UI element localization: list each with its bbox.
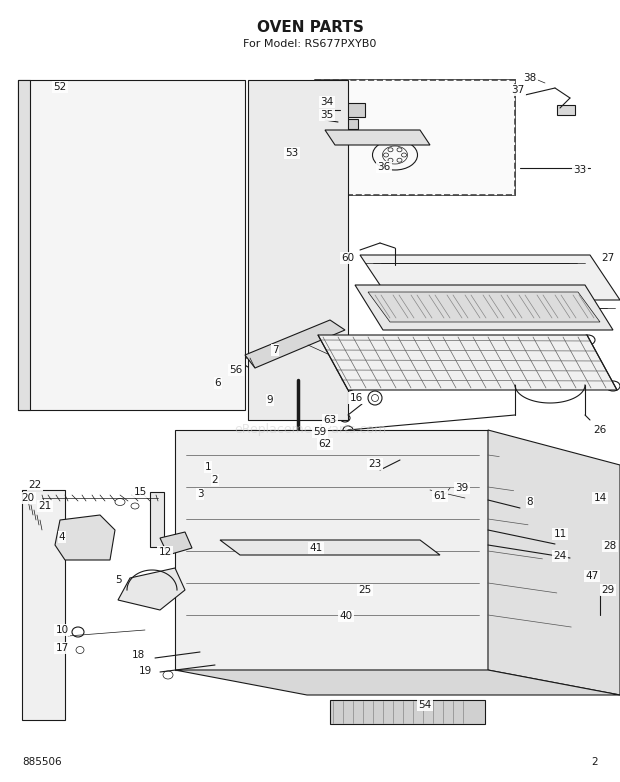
Polygon shape [488, 430, 620, 695]
Bar [185, 440, 480, 660]
Bar [557, 105, 575, 115]
Text: 37: 37 [512, 85, 525, 95]
Text: 38: 38 [523, 73, 537, 83]
Text: 59: 59 [313, 427, 327, 437]
Text: 5: 5 [115, 575, 122, 585]
Text: 24: 24 [554, 551, 567, 561]
Text: 15: 15 [133, 487, 146, 497]
Text: 14: 14 [593, 493, 606, 503]
Text: 36: 36 [378, 162, 391, 172]
Text: 56: 56 [229, 365, 242, 375]
Text: 6: 6 [215, 378, 221, 388]
Text: 39: 39 [455, 483, 469, 493]
Polygon shape [55, 515, 115, 560]
Bar [395, 457, 417, 473]
Text: 28: 28 [603, 541, 617, 551]
Polygon shape [355, 285, 613, 330]
Polygon shape [248, 80, 348, 420]
Text: 19: 19 [138, 666, 152, 676]
Text: 33: 33 [574, 165, 587, 175]
Bar [321, 150, 329, 162]
Text: 18: 18 [131, 650, 144, 660]
Polygon shape [175, 670, 620, 695]
Text: 40: 40 [339, 611, 353, 621]
Bar [340, 103, 365, 117]
Text: 2: 2 [211, 475, 218, 485]
Text: 47: 47 [585, 571, 599, 581]
Polygon shape [245, 320, 345, 368]
Text: 16: 16 [350, 393, 363, 403]
Text: 22: 22 [29, 480, 42, 490]
Text: 60: 60 [342, 253, 355, 263]
Text: 29: 29 [601, 585, 614, 595]
Bar [301, 150, 309, 162]
Polygon shape [118, 568, 185, 610]
Text: 17: 17 [55, 643, 69, 653]
Text: 2: 2 [591, 757, 598, 767]
Text: 34: 34 [321, 97, 334, 107]
Text: 62: 62 [319, 439, 332, 449]
Text: 54: 54 [418, 700, 432, 710]
Bar [278, 148, 333, 164]
Bar [30, 495, 58, 715]
Text: 20: 20 [22, 493, 35, 503]
Text: 885506: 885506 [22, 757, 61, 767]
Polygon shape [18, 80, 30, 410]
Bar [150, 492, 164, 547]
Polygon shape [220, 540, 440, 555]
Text: 61: 61 [433, 491, 446, 501]
Text: 41: 41 [309, 543, 322, 553]
Polygon shape [160, 532, 192, 555]
Bar [311, 150, 319, 162]
Text: 11: 11 [554, 529, 567, 539]
Bar [90, 315, 155, 367]
Text: 25: 25 [358, 585, 371, 595]
Text: 9: 9 [267, 395, 273, 405]
Text: 4: 4 [59, 532, 65, 542]
Text: 63: 63 [324, 415, 337, 425]
Bar [281, 150, 289, 162]
Bar [291, 150, 299, 162]
Bar [315, 80, 515, 195]
Polygon shape [360, 255, 620, 300]
Text: eReplacementParts.com: eReplacementParts.com [234, 424, 386, 436]
Text: 53: 53 [285, 148, 299, 158]
Polygon shape [318, 335, 617, 390]
Text: 3: 3 [197, 489, 203, 499]
Bar [285, 95, 330, 115]
Polygon shape [175, 430, 488, 670]
Text: 8: 8 [526, 497, 533, 507]
Text: 35: 35 [321, 110, 334, 120]
Text: 26: 26 [593, 425, 606, 435]
Bar [340, 119, 358, 129]
Text: 1: 1 [205, 462, 211, 472]
Text: OVEN PARTS: OVEN PARTS [257, 20, 363, 35]
Polygon shape [325, 130, 430, 145]
Polygon shape [368, 292, 600, 322]
Text: 27: 27 [601, 253, 614, 263]
Polygon shape [18, 80, 245, 410]
Bar [590, 532, 612, 562]
Text: 21: 21 [38, 501, 51, 511]
Text: 10: 10 [55, 625, 69, 635]
Polygon shape [22, 490, 65, 720]
Text: 23: 23 [368, 459, 382, 469]
Text: For Model: RS677PXYB0: For Model: RS677PXYB0 [243, 39, 377, 49]
Bar [330, 700, 485, 724]
Text: 7: 7 [272, 345, 278, 355]
Text: 12: 12 [158, 547, 172, 557]
Text: 52: 52 [53, 82, 66, 92]
Bar [315, 80, 515, 195]
Bar [565, 575, 587, 610]
